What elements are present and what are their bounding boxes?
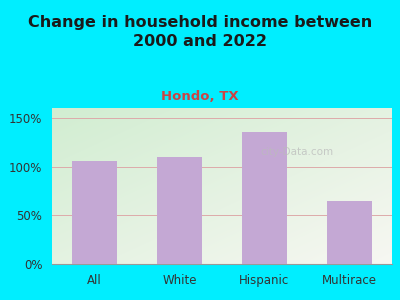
Bar	[158, 157, 202, 264]
Text: Hondo, TX: Hondo, TX	[161, 90, 239, 103]
Text: Change in household income between
2000 and 2022: Change in household income between 2000 …	[28, 15, 372, 49]
Bar	[72, 160, 117, 264]
Bar	[242, 132, 286, 264]
Bar	[327, 201, 372, 264]
Text: city-Data.com: city-Data.com	[260, 147, 333, 157]
